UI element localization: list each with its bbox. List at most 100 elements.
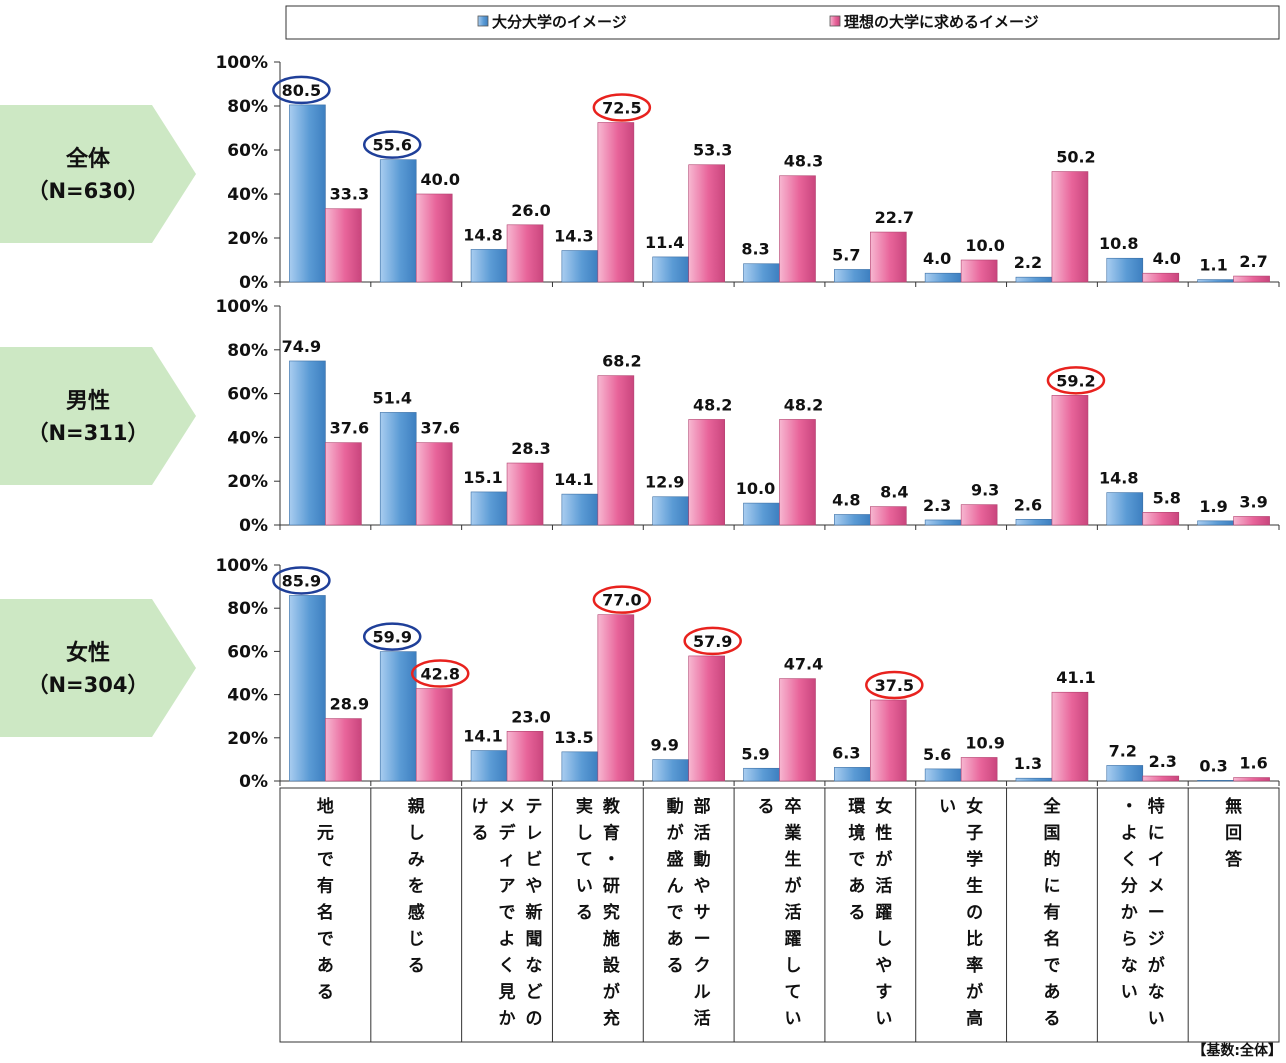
- bar-series1: [924, 519, 962, 526]
- data-label-series1: 4.8: [832, 490, 860, 509]
- data-label-series1: 13.5: [554, 728, 593, 747]
- bar-series1: [1106, 492, 1144, 526]
- highlight-circle: [362, 130, 422, 159]
- bar-series2: [1051, 691, 1089, 782]
- category-label: 女性が活躍しやすい環境である: [848, 796, 892, 1029]
- data-label-series2: 57.9: [693, 632, 732, 651]
- data-label-series2: 33.3: [330, 185, 369, 204]
- bar-series1: [1015, 519, 1053, 526]
- data-label-series1: 55.6: [372, 136, 411, 155]
- category-label: 卒業生が活躍している: [758, 796, 802, 1029]
- category-table: [279, 787, 1280, 1043]
- category-label: 地元で有名である: [317, 796, 334, 1003]
- data-label-series2: 41.1: [1056, 668, 1095, 687]
- bar-series1: [924, 272, 962, 283]
- data-label-series2: 53.3: [693, 141, 732, 160]
- data-label-series2: 72.5: [602, 99, 641, 118]
- bar-series2: [415, 688, 453, 782]
- category-label: 親しみを感じる: [408, 796, 425, 976]
- data-label-series2: 1.6: [1239, 754, 1267, 773]
- chart-panel-2: 女性 （N=304） 0% 20% 40% 60% 80% 100% 85.9 28.9 59.9 4…: [0, 556, 1280, 792]
- y-tick-label: 0%: [239, 772, 268, 792]
- data-label-series1: 59.9: [372, 628, 411, 647]
- data-label-series1: 4.0: [923, 249, 951, 268]
- base-footnote: 【基数:全体】: [1192, 1042, 1282, 1059]
- bar-series1: [470, 491, 508, 526]
- bar-series1: [652, 256, 689, 283]
- data-label-series1: 14.8: [1099, 469, 1138, 488]
- data-label-series1: 14.1: [554, 470, 593, 489]
- data-label-series1: 1.3: [1014, 754, 1042, 773]
- legend: 大分大学のイメージ 理想の大学に求めるイメージ: [285, 5, 1280, 40]
- y-tick-label: 20%: [227, 729, 268, 749]
- highlight-circle: [362, 622, 422, 651]
- group-label: 全体: [65, 146, 111, 172]
- group-label: 女性: [66, 640, 110, 666]
- y-tick-label: 40%: [227, 428, 268, 448]
- bar-series1: [1197, 279, 1234, 283]
- category-label: 無回答: [1225, 796, 1243, 870]
- data-label-series2: 2.3: [1149, 752, 1177, 771]
- legend-swatch-series1: [477, 15, 489, 27]
- y-tick-label: 100%: [215, 556, 268, 576]
- highlight-circle: [865, 670, 924, 700]
- y-tick-label: 20%: [227, 472, 268, 492]
- highlight-circle: [592, 93, 652, 122]
- y-tick-label: 60%: [227, 385, 268, 405]
- highlight-circle: [272, 75, 331, 105]
- data-label-series2: 42.8: [420, 665, 459, 684]
- chart-panel-1: 男性（N=311）0%20%40%60%80%100%74.937.651.43…: [0, 297, 1280, 536]
- data-label-series1: 6.3: [832, 743, 860, 762]
- bar-series1: [379, 651, 417, 782]
- category-label: 特にイメージがない・よく分からない: [1121, 796, 1165, 1029]
- y-tick-label: 80%: [227, 599, 268, 619]
- bar-series2: [506, 731, 544, 782]
- bar-series1: [743, 502, 780, 526]
- data-label-series2: 40.0: [420, 170, 459, 189]
- data-label-series1: 11.4: [645, 233, 684, 252]
- bar-series1: [470, 750, 508, 782]
- bar-series1: [1106, 257, 1144, 283]
- bar-series1: [652, 496, 689, 526]
- legend-frame: [285, 5, 1280, 40]
- group-label: 男性: [66, 389, 110, 414]
- bar-series1: [289, 595, 326, 782]
- bar-series1: [1015, 276, 1053, 283]
- group-banner: [0, 105, 196, 243]
- bar-series2: [1233, 516, 1270, 526]
- bar-series2: [506, 462, 544, 526]
- data-label-series1: 15.1: [463, 468, 502, 487]
- highlight-circle: [592, 585, 652, 614]
- group-n-label: （N=311）: [27, 421, 148, 445]
- bar-series2: [688, 419, 725, 526]
- bar-series2: [415, 193, 453, 283]
- bar-series1: [470, 249, 508, 283]
- data-label-series1: 9.9: [651, 736, 679, 755]
- bar-series1: [743, 263, 780, 283]
- bar-series2: [325, 718, 362, 782]
- data-label-series2: 47.4: [784, 655, 823, 674]
- y-tick-label: 60%: [227, 642, 268, 662]
- data-label-series1: 2.2: [1014, 253, 1042, 272]
- bar-series1: [652, 759, 689, 782]
- bar-series1: [561, 250, 599, 283]
- bar-series2: [415, 442, 453, 526]
- data-label-series2: 9.3: [971, 481, 999, 500]
- bar-series2: [325, 442, 362, 526]
- legend-swatch-series2: [829, 15, 841, 27]
- y-tick-label: 100%: [215, 53, 268, 73]
- bar-series2: [960, 757, 998, 782]
- bar-series1: [379, 159, 417, 283]
- bar-series2: [597, 375, 635, 526]
- data-label-series2: 28.3: [511, 439, 550, 458]
- bar-series1: [289, 360, 326, 526]
- bar-series2: [870, 506, 907, 526]
- category-label: 全国的に有名である: [1042, 796, 1061, 1029]
- highlight-circle: [683, 626, 742, 656]
- data-label-series1: 1.9: [1199, 497, 1227, 516]
- bar-series2: [870, 231, 907, 283]
- bar-series2: [1142, 511, 1180, 526]
- chart-panel-0: 全体 （N=630） 0% 20% 40% 60% 80% 100% 80.5 33.3 55.6 4…: [0, 53, 1280, 293]
- data-label-series1: 80.5: [282, 81, 321, 100]
